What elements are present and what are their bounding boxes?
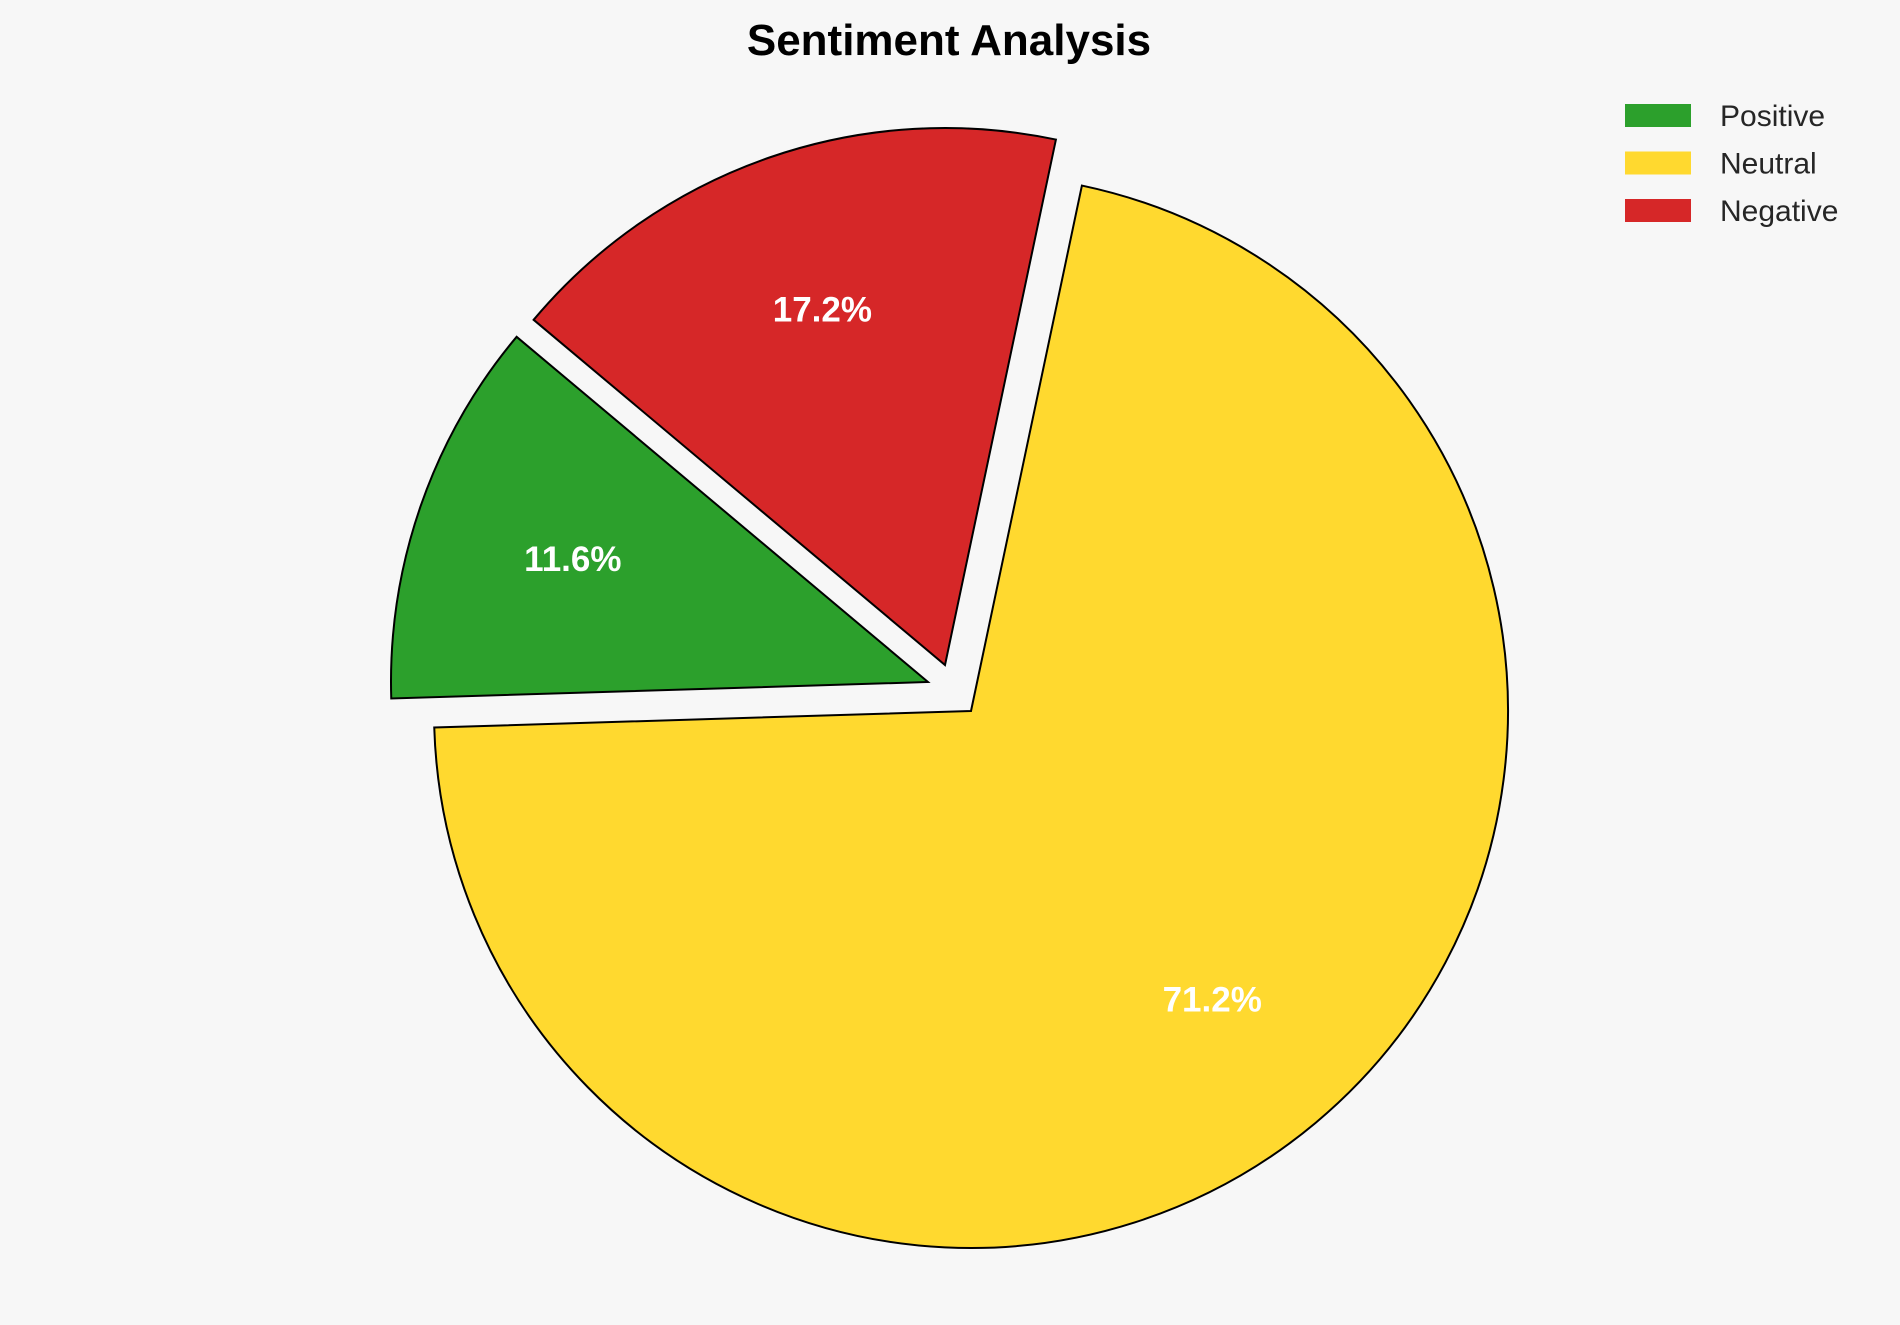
legend-label-negative: Negative	[1720, 195, 1838, 228]
legend-swatch-neutral	[1625, 151, 1691, 175]
legend: Positive Neutral Negative	[1625, 100, 1838, 228]
legend-swatch-negative	[1625, 199, 1691, 222]
slice-label-neutral: 71.2%	[1163, 980, 1262, 1019]
pie-slice-neutral	[433, 184, 1509, 1249]
pie-slice-positive	[390, 335, 931, 700]
legend-label-positive: Positive	[1720, 100, 1825, 133]
legend-label-neutral: Neutral	[1720, 148, 1817, 181]
chart-title: Sentiment Analysis	[747, 16, 1151, 65]
pie-slice-negative	[532, 126, 1058, 667]
legend-swatch-positive	[1625, 104, 1691, 127]
slice-label-negative: 17.2%	[773, 291, 872, 330]
slice-label-positive: 11.6%	[524, 540, 621, 579]
